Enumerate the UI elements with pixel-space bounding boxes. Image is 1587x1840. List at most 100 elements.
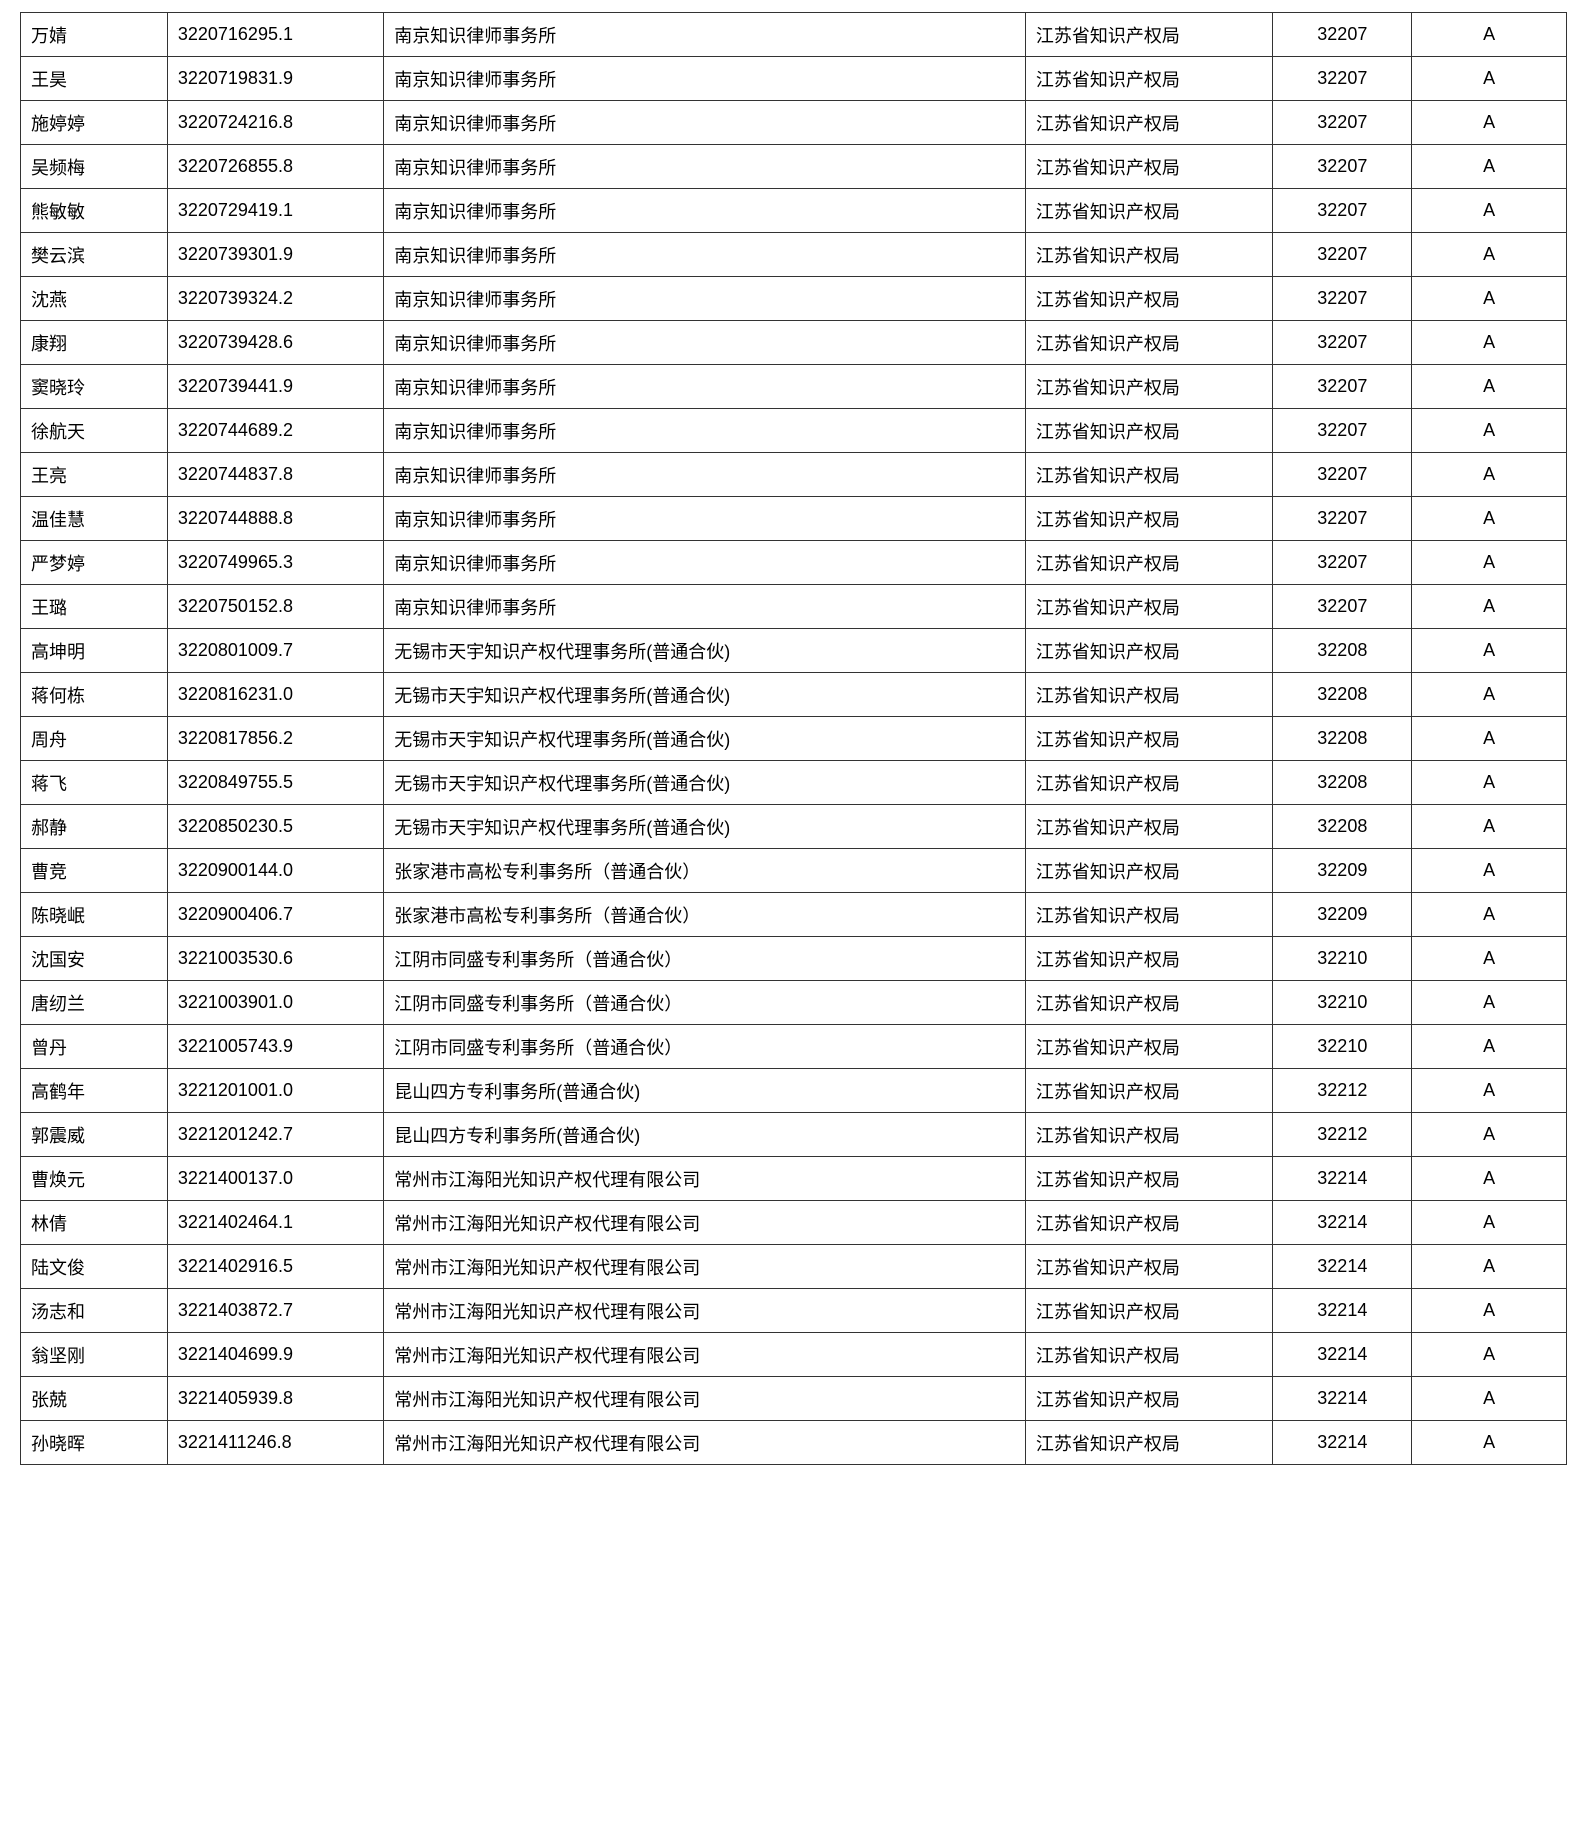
table-row: 严梦婷3220749965.3南京知识律师事务所江苏省知识产权局32207A [21,541,1567,585]
cell-grade: A [1412,673,1567,717]
cell-firm: 昆山四方专利事务所(普通合伙) [384,1113,1026,1157]
cell-bureau: 江苏省知识产权局 [1025,1377,1272,1421]
cell-bureau: 江苏省知识产权局 [1025,629,1272,673]
cell-bureau: 江苏省知识产权局 [1025,1069,1272,1113]
cell-name: 陆文俊 [21,1245,168,1289]
cell-firm: 常州市江海阳光知识产权代理有限公司 [384,1333,1026,1377]
cell-grade: A [1412,409,1567,453]
cell-id: 3220817856.2 [167,717,383,761]
cell-bureau: 江苏省知识产权局 [1025,1245,1272,1289]
cell-code: 32210 [1273,981,1412,1025]
cell-name: 蒋飞 [21,761,168,805]
cell-name: 沈国安 [21,937,168,981]
cell-name: 王昊 [21,57,168,101]
cell-grade: A [1412,1025,1567,1069]
cell-id: 3221402916.5 [167,1245,383,1289]
table-row: 熊敏敏3220729419.1南京知识律师事务所江苏省知识产权局32207A [21,189,1567,233]
cell-firm: 常州市江海阳光知识产权代理有限公司 [384,1157,1026,1201]
cell-bureau: 江苏省知识产权局 [1025,453,1272,497]
cell-code: 32207 [1273,57,1412,101]
cell-bureau: 江苏省知识产权局 [1025,1289,1272,1333]
cell-id: 3220900144.0 [167,849,383,893]
cell-firm: 常州市江海阳光知识产权代理有限公司 [384,1289,1026,1333]
table-row: 万婧3220716295.1南京知识律师事务所江苏省知识产权局32207A [21,13,1567,57]
cell-code: 32209 [1273,893,1412,937]
cell-grade: A [1412,1333,1567,1377]
cell-grade: A [1412,101,1567,145]
table-row: 林倩3221402464.1常州市江海阳光知识产权代理有限公司江苏省知识产权局3… [21,1201,1567,1245]
table-row: 曾丹3221005743.9江阴市同盛专利事务所（普通合伙）江苏省知识产权局32… [21,1025,1567,1069]
cell-id: 3221411246.8 [167,1421,383,1465]
cell-id: 3220744888.8 [167,497,383,541]
cell-firm: 江阴市同盛专利事务所（普通合伙） [384,1025,1026,1069]
cell-firm: 张家港市高松专利事务所（普通合伙） [384,893,1026,937]
cell-grade: A [1412,849,1567,893]
cell-grade: A [1412,1245,1567,1289]
cell-firm: 江阴市同盛专利事务所（普通合伙） [384,937,1026,981]
cell-code: 32214 [1273,1157,1412,1201]
cell-name: 温佳慧 [21,497,168,541]
table-row: 王亮3220744837.8南京知识律师事务所江苏省知识产权局32207A [21,453,1567,497]
table-row: 郝静3220850230.5无锡市天宇知识产权代理事务所(普通合伙)江苏省知识产… [21,805,1567,849]
cell-id: 3221003901.0 [167,981,383,1025]
cell-firm: 南京知识律师事务所 [384,409,1026,453]
cell-bureau: 江苏省知识产权局 [1025,277,1272,321]
cell-bureau: 江苏省知识产权局 [1025,145,1272,189]
cell-grade: A [1412,1157,1567,1201]
cell-firm: 南京知识律师事务所 [384,189,1026,233]
cell-code: 32208 [1273,805,1412,849]
cell-bureau: 江苏省知识产权局 [1025,893,1272,937]
cell-firm: 常州市江海阳光知识产权代理有限公司 [384,1377,1026,1421]
cell-firm: 无锡市天宇知识产权代理事务所(普通合伙) [384,629,1026,673]
cell-id: 3220744689.2 [167,409,383,453]
cell-firm: 南京知识律师事务所 [384,277,1026,321]
cell-code: 32210 [1273,1025,1412,1069]
cell-code: 32209 [1273,849,1412,893]
table-row: 蒋何栋3220816231.0无锡市天宇知识产权代理事务所(普通合伙)江苏省知识… [21,673,1567,717]
cell-firm: 南京知识律师事务所 [384,101,1026,145]
cell-code: 32214 [1273,1201,1412,1245]
cell-name: 高坤明 [21,629,168,673]
cell-name: 郝静 [21,805,168,849]
cell-grade: A [1412,981,1567,1025]
table-row: 王璐3220750152.8南京知识律师事务所江苏省知识产权局32207A [21,585,1567,629]
cell-firm: 南京知识律师事务所 [384,321,1026,365]
cell-grade: A [1412,937,1567,981]
cell-name: 高鹤年 [21,1069,168,1113]
table-row: 高坤明3220801009.7无锡市天宇知识产权代理事务所(普通合伙)江苏省知识… [21,629,1567,673]
cell-name: 康翔 [21,321,168,365]
cell-grade: A [1412,1289,1567,1333]
cell-firm: 张家港市高松专利事务所（普通合伙） [384,849,1026,893]
cell-bureau: 江苏省知识产权局 [1025,849,1272,893]
cell-id: 3220801009.7 [167,629,383,673]
cell-bureau: 江苏省知识产权局 [1025,585,1272,629]
cell-code: 32207 [1273,453,1412,497]
cell-id: 3221201001.0 [167,1069,383,1113]
cell-bureau: 江苏省知识产权局 [1025,717,1272,761]
table-row: 王昊3220719831.9南京知识律师事务所江苏省知识产权局32207A [21,57,1567,101]
cell-grade: A [1412,13,1567,57]
cell-name: 熊敏敏 [21,189,168,233]
cell-bureau: 江苏省知识产权局 [1025,321,1272,365]
cell-code: 32208 [1273,673,1412,717]
table-row: 汤志和3221403872.7常州市江海阳光知识产权代理有限公司江苏省知识产权局… [21,1289,1567,1333]
cell-code: 32210 [1273,937,1412,981]
cell-firm: 南京知识律师事务所 [384,13,1026,57]
cell-bureau: 江苏省知识产权局 [1025,1025,1272,1069]
cell-grade: A [1412,1377,1567,1421]
table-row: 曹焕元3221400137.0常州市江海阳光知识产权代理有限公司江苏省知识产权局… [21,1157,1567,1201]
cell-id: 3220816231.0 [167,673,383,717]
cell-name: 翁坚刚 [21,1333,168,1377]
cell-name: 蒋何栋 [21,673,168,717]
cell-grade: A [1412,321,1567,365]
cell-bureau: 江苏省知识产权局 [1025,805,1272,849]
table-row: 窦晓玲3220739441.9南京知识律师事务所江苏省知识产权局32207A [21,365,1567,409]
cell-grade: A [1412,629,1567,673]
table-row: 徐航天3220744689.2南京知识律师事务所江苏省知识产权局32207A [21,409,1567,453]
cell-id: 3221403872.7 [167,1289,383,1333]
cell-grade: A [1412,717,1567,761]
cell-name: 万婧 [21,13,168,57]
cell-name: 王亮 [21,453,168,497]
cell-grade: A [1412,189,1567,233]
cell-name: 吴频梅 [21,145,168,189]
